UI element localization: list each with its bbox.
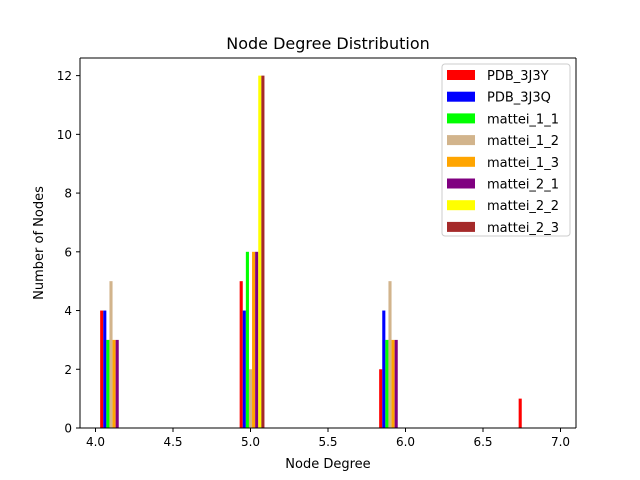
- bar-mattei_2_1-4.14: [115, 339, 119, 428]
- legend-box: [441, 63, 571, 237]
- legend-swatch-PDB_3J3Q: [447, 91, 475, 102]
- bars-layer: [100, 75, 522, 429]
- bar-mattei_2_1-5.04: [255, 251, 259, 428]
- legend-swatch-mattei_1_3: [447, 156, 475, 167]
- x-tick-label: 7.0: [551, 435, 570, 449]
- legend: PDB_3J3Y PDB_3J3Q mattei_1_1 mattei_1_2matt…: [441, 63, 571, 237]
- bar-mattei_2_2-5.06: [258, 75, 262, 429]
- y-tick-label: 8: [64, 187, 72, 201]
- bar-mattei_1_3-5.02: [252, 251, 256, 428]
- legend-label-mattei_1_2: mattei_1_2: [487, 134, 559, 149]
- legend-label-mattei_2_3: mattei_2_3: [487, 221, 559, 236]
- bar-PDB_3J3Y-5.84: [379, 369, 383, 428]
- y-tick-label: 2: [64, 363, 72, 377]
- chart-title: Node Degree Distribution: [226, 34, 430, 53]
- legend-label-PDB_3J3Q: PDB_3J3Q: [487, 91, 551, 106]
- legend-label-mattei_1_3: mattei_1_3: [487, 156, 559, 171]
- bar-mattei_1_1-5.88: [385, 339, 389, 428]
- bar-PDB_3J3Y-4.94: [239, 281, 243, 428]
- bar-mattei_1_3-5.92: [391, 339, 395, 428]
- bar-mattei_1_1-4.08: [106, 339, 110, 428]
- bar-mattei_1_3-4.12: [112, 339, 116, 428]
- x-ticks: 4.0 4.5 5.0 5.5 6.0 6.5 7.0: [86, 428, 570, 449]
- x-tick-label: 4.0: [86, 435, 105, 449]
- bar-mattei_1_2-4.1: [109, 281, 113, 428]
- legend-label-PDB_3J3Y: PDB_3J3Y: [487, 69, 549, 84]
- y-tick-label: 12: [57, 69, 72, 83]
- legend-swatch-mattei_1_1: [447, 113, 475, 124]
- bar-mattei_1_1-4.98: [245, 251, 249, 428]
- x-axis-label: Node Degree: [285, 457, 370, 472]
- legend-swatch-mattei_2_2: [447, 200, 475, 211]
- bar-PDB_3J3Y-4.04: [100, 310, 104, 428]
- x-tick-label: 4.5: [163, 435, 182, 449]
- legend-swatch-PDB_3J3Y: [447, 70, 475, 80]
- y-tick-label: 6: [64, 245, 72, 259]
- bar-mattei_2_1-5.94: [394, 339, 398, 428]
- y-tick-label: 10: [57, 128, 72, 142]
- legend-swatch-mattei_2_3: [447, 221, 475, 232]
- bar-PDB_3J3Y-6.74: [518, 398, 522, 428]
- legend-swatch-mattei_2_1: [447, 178, 475, 189]
- legend-label-mattei_2_2: mattei_2_2: [487, 199, 559, 214]
- x-tick-label: 6.5: [473, 435, 492, 449]
- x-tick-label: 6.0: [396, 435, 415, 449]
- bar-PDB_3J3Q-5.86: [382, 310, 386, 428]
- bar-mattei_1_2-5.9: [388, 281, 392, 428]
- legend-swatch-mattei_1_2: [447, 135, 475, 146]
- x-tick-label: 5.5: [318, 435, 337, 449]
- bar-mattei_1_2-5: [248, 369, 253, 428]
- legend-label-mattei_1_1: mattei_1_1: [487, 112, 559, 127]
- bar-PDB_3J3Q-4.96: [242, 310, 246, 428]
- x-tick-label: 5.0: [241, 435, 260, 449]
- y-tick-label: 0: [64, 422, 72, 436]
- legend-label-mattei_2_1: mattei_2_1: [487, 178, 559, 193]
- y-axis-label: Number of Nodes: [32, 186, 47, 300]
- bar-mattei_2_3-5.08: [261, 75, 265, 429]
- bar-PDB_3J3Q-4.06: [103, 310, 107, 428]
- y-ticks: 0 2 4 6 8 10 12: [57, 69, 80, 436]
- y-tick-label: 4: [64, 304, 72, 318]
